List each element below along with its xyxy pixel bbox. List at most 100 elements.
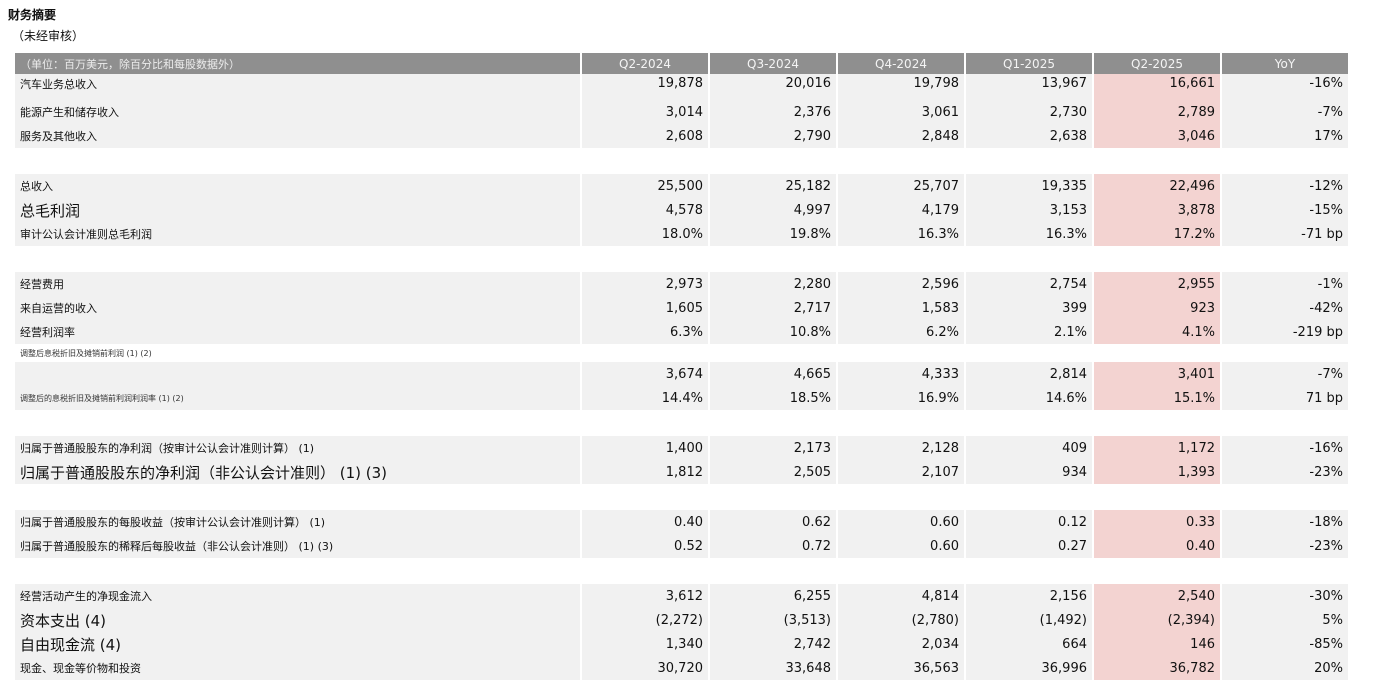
cell: 36,563	[838, 656, 964, 680]
cell: 25,500	[582, 174, 708, 198]
cell: 3,674	[582, 362, 708, 386]
cell: 19.8%	[710, 222, 836, 246]
highlight-cell: 1,172	[1094, 436, 1220, 460]
cell: 4,179	[838, 198, 964, 222]
row-label: 归属于普通股股东的稀释后每股收益（非公认会计准则） (1) (3)	[15, 534, 580, 558]
highlight-cell: 1,393	[1094, 460, 1220, 484]
spacer-row	[15, 410, 1348, 436]
row-label: 服务及其他收入	[15, 124, 580, 148]
cell: 0.40	[582, 510, 708, 534]
table-row: 归属于普通股股东的每股收益（按审计公认会计准则计算） (1) 0.40 0.62…	[15, 510, 1348, 534]
yoy-cell: -85%	[1222, 632, 1348, 656]
cell: 14.4%	[582, 386, 708, 410]
cell: 2,128	[838, 436, 964, 460]
header-q2-2024: Q2-2024	[582, 53, 708, 74]
table-row: 现金、现金等价物和投资 30,720 33,648 36,563 36,996 …	[15, 656, 1348, 680]
table-row: 经营活动产生的净现金流入 3,612 6,255 4,814 2,156 2,5…	[15, 584, 1348, 608]
row-label: 调整后的息税折旧及摊销前利润利润率 (1) (2)	[15, 386, 580, 410]
cell: 3,612	[582, 584, 708, 608]
cell: 25,707	[838, 174, 964, 198]
yoy-cell: -1%	[1222, 272, 1348, 296]
yoy-cell: -12%	[1222, 174, 1348, 198]
spacer-row	[15, 484, 1348, 510]
highlight-cell: 36,782	[1094, 656, 1220, 680]
table-row: 汽车业务总收入 19,878 20,016 19,798 13,967 16,6…	[15, 74, 1348, 100]
row-label: 现金、现金等价物和投资	[15, 656, 580, 680]
cell: 3,153	[966, 198, 1092, 222]
yoy-cell: -30%	[1222, 584, 1348, 608]
highlight-cell: 2,789	[1094, 100, 1220, 124]
cell: 2,730	[966, 100, 1092, 124]
row-label: 归属于普通股股东的净利润（按审计公认会计准则计算） (1)	[15, 436, 580, 460]
yoy-cell: -71 bp	[1222, 222, 1348, 246]
cell: 16.3%	[838, 222, 964, 246]
cell: 1,812	[582, 460, 708, 484]
cell: 409	[966, 436, 1092, 460]
cell: 25,182	[710, 174, 836, 198]
cell: 19,798	[838, 74, 964, 100]
table-row: 调整后的息税折旧及摊销前利润利润率 (1) (2) 14.4% 18.5% 16…	[15, 386, 1348, 410]
cell: 2,173	[710, 436, 836, 460]
highlight-cell: 2,540	[1094, 584, 1220, 608]
cell: 0.62	[710, 510, 836, 534]
cell: 3,061	[838, 100, 964, 124]
yoy-cell: -23%	[1222, 460, 1348, 484]
yoy-cell: 71 bp	[1222, 386, 1348, 410]
cell: 0.27	[966, 534, 1092, 558]
header-yoy: YoY	[1222, 53, 1348, 74]
header-row: （单位：百万美元，除百分比和每股数据外） Q2-2024 Q3-2024 Q4-…	[15, 53, 1348, 74]
cell: 0.60	[838, 510, 964, 534]
cell: 6.2%	[838, 320, 964, 344]
cell: 36,996	[966, 656, 1092, 680]
cell: 4,814	[838, 584, 964, 608]
table-row: 能源产生和储存收入 3,014 2,376 3,061 2,730 2,789 …	[15, 100, 1348, 124]
cell: 18.0%	[582, 222, 708, 246]
cell: 399	[966, 296, 1092, 320]
cell: 16.3%	[966, 222, 1092, 246]
cell: 2,790	[710, 124, 836, 148]
cell: 18.5%	[710, 386, 836, 410]
yoy-cell: -7%	[1222, 362, 1348, 386]
header-q4-2024: Q4-2024	[838, 53, 964, 74]
cell: 2,742	[710, 632, 836, 656]
highlight-cell: (2,394)	[1094, 608, 1220, 632]
yoy-cell: 20%	[1222, 656, 1348, 680]
cell: (3,513)	[710, 608, 836, 632]
cell	[582, 344, 1348, 362]
cell: 664	[966, 632, 1092, 656]
cell: 2.1%	[966, 320, 1092, 344]
cell: 1,605	[582, 296, 708, 320]
cell: (2,272)	[582, 608, 708, 632]
cell: 30,720	[582, 656, 708, 680]
yoy-cell: -23%	[1222, 534, 1348, 558]
cell: 20,016	[710, 74, 836, 100]
cell: 13,967	[966, 74, 1092, 100]
yoy-cell: -18%	[1222, 510, 1348, 534]
highlight-cell: 4.1%	[1094, 320, 1220, 344]
table-row: 经营费用 2,973 2,280 2,596 2,754 2,955 -1%	[15, 272, 1348, 296]
cell: 10.8%	[710, 320, 836, 344]
cell: 0.72	[710, 534, 836, 558]
header-unit: （单位：百万美元，除百分比和每股数据外）	[15, 53, 580, 74]
table-row: 归属于普通股股东的净利润（按审计公认会计准则计算） (1) 1,400 2,17…	[15, 436, 1348, 460]
cell: 33,648	[710, 656, 836, 680]
yoy-cell: -219 bp	[1222, 320, 1348, 344]
spacer-row	[15, 148, 1348, 174]
header-q1-2025: Q1-2025	[966, 53, 1092, 74]
cell: 2,505	[710, 460, 836, 484]
cell: 6.3%	[582, 320, 708, 344]
cell: (1,492)	[966, 608, 1092, 632]
cell: 934	[966, 460, 1092, 484]
cell: 2,280	[710, 272, 836, 296]
cell: 4,997	[710, 198, 836, 222]
cell: 2,848	[838, 124, 964, 148]
cell: 0.52	[582, 534, 708, 558]
cell: 2,814	[966, 362, 1092, 386]
yoy-cell: 5%	[1222, 608, 1348, 632]
highlight-cell: 2,955	[1094, 272, 1220, 296]
cell: (2,780)	[838, 608, 964, 632]
cell: 14.6%	[966, 386, 1092, 410]
cell: 16.9%	[838, 386, 964, 410]
cell: 0.12	[966, 510, 1092, 534]
table-row: 自由现金流 (4) 1,340 2,742 2,034 664 146 -85%	[15, 632, 1348, 656]
